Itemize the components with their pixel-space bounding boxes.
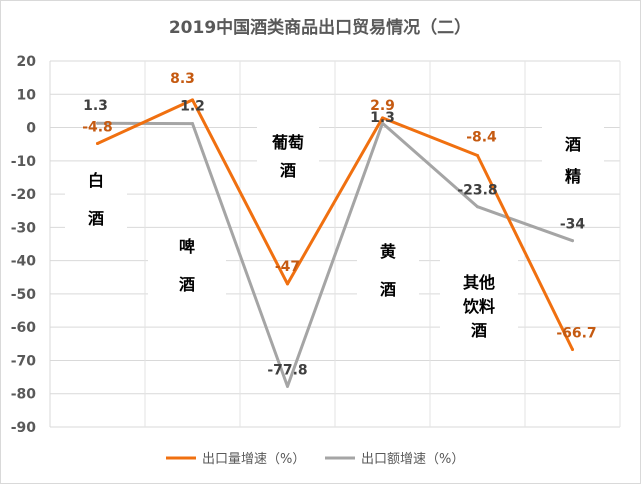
category-label: 酒 bbox=[380, 280, 396, 299]
data-label: -66.7 bbox=[556, 325, 596, 341]
data-labels: -4.8 8.3 -47 2.9 -8.4 -66.7 1.3 1.2 -77.8 1.3 -23.… bbox=[82, 71, 596, 378]
data-point bbox=[381, 116, 384, 120]
y-tick-label: 20 bbox=[17, 54, 37, 70]
series-lines bbox=[96, 98, 574, 388]
category-label: 饮料 bbox=[462, 297, 495, 316]
y-tick-label: 10 bbox=[17, 87, 37, 103]
data-point bbox=[286, 384, 289, 388]
data-label: 2.9 bbox=[370, 98, 395, 114]
category-label-box bbox=[440, 252, 518, 360]
y-tick-label: -10 bbox=[11, 154, 37, 170]
data-label: -34 bbox=[560, 217, 586, 233]
data-label: -77.8 bbox=[267, 362, 307, 378]
data-point bbox=[476, 205, 479, 209]
category-label: 酒 bbox=[565, 135, 581, 154]
y-tick-label: -30 bbox=[11, 220, 37, 236]
category-label-box bbox=[542, 127, 604, 193]
category-label-box bbox=[257, 127, 319, 185]
y-tick-label: -60 bbox=[11, 320, 37, 336]
category-label-box bbox=[148, 231, 226, 299]
category-label: 酒 bbox=[471, 321, 487, 340]
data-point bbox=[96, 142, 99, 146]
data-label: 8.3 bbox=[170, 71, 195, 87]
chart-title: 2019中国酒类商品出口贸易情况（二） bbox=[169, 17, 471, 38]
data-point bbox=[286, 282, 289, 286]
gridlines bbox=[49, 60, 621, 428]
data-point bbox=[191, 122, 194, 126]
data-label: 1.3 bbox=[83, 98, 108, 114]
category-label: 酒 bbox=[280, 161, 296, 180]
legend-label: 出口额增速（%） bbox=[361, 452, 464, 467]
series-line-0 bbox=[96, 98, 574, 351]
category-label: 葡萄 bbox=[271, 133, 304, 152]
y-tick-label: -20 bbox=[11, 187, 37, 203]
category-label: 啤 bbox=[179, 237, 195, 256]
data-point bbox=[571, 347, 574, 351]
y-tick-label: -50 bbox=[11, 287, 37, 303]
data-label: -8.4 bbox=[466, 129, 497, 145]
data-point bbox=[96, 121, 99, 125]
data-point bbox=[381, 121, 384, 125]
category-label: 酒 bbox=[88, 209, 104, 228]
data-point bbox=[191, 98, 194, 102]
data-label: -47 bbox=[275, 259, 300, 275]
category-label: 黄 bbox=[380, 242, 396, 261]
y-axis: 20 10 0 -10 -20 -30 -40 -50 -60 -70 -80 -90 bbox=[11, 54, 37, 436]
legend: 出口量增速（%） 出口额增速（%） bbox=[166, 452, 464, 467]
legend-label: 出口量增速（%） bbox=[202, 452, 305, 467]
data-label: -23.8 bbox=[457, 183, 497, 199]
category-label-box bbox=[357, 235, 419, 305]
y-tick-label: 0 bbox=[26, 121, 36, 137]
data-point bbox=[571, 239, 574, 243]
data-label: 1.2 bbox=[180, 99, 205, 115]
y-tick-label: -70 bbox=[11, 353, 37, 369]
y-tick-label: -90 bbox=[11, 420, 37, 436]
category-label-box bbox=[65, 163, 127, 235]
category-label: 白 bbox=[88, 171, 104, 190]
y-tick-label: -40 bbox=[11, 254, 37, 270]
category-label: 酒 bbox=[179, 275, 195, 294]
data-label: -4.8 bbox=[82, 120, 113, 136]
y-tick-label: -80 bbox=[11, 387, 37, 403]
data-label: 1.3 bbox=[370, 110, 395, 126]
category-label: 精 bbox=[565, 167, 581, 186]
category-label: 其他 bbox=[463, 273, 495, 292]
data-point bbox=[476, 153, 479, 157]
series-line-1 bbox=[96, 121, 574, 388]
